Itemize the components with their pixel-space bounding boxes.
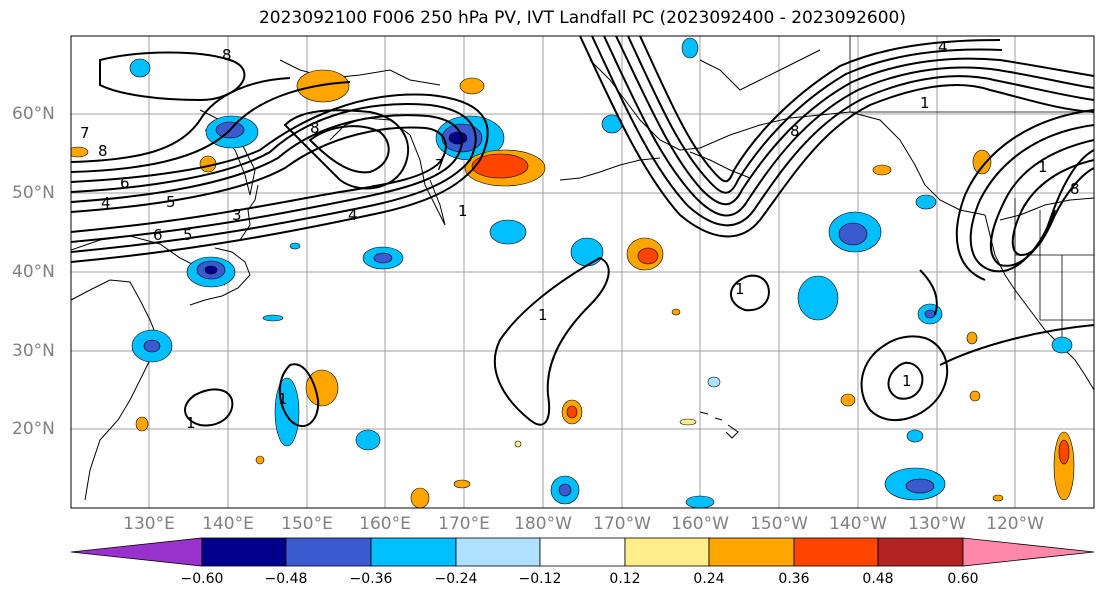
contour-label: 1: [902, 372, 912, 390]
colorbar-tick-label: −0.48: [264, 571, 308, 587]
contour-label: 1: [186, 414, 196, 432]
lon-label: 160°E: [359, 514, 411, 534]
lon-label: 140°E: [202, 514, 254, 534]
contour-label: 4: [348, 206, 358, 224]
lon-label: 170°W: [593, 514, 651, 534]
colorbar-tick-label: −0.24: [434, 571, 478, 587]
lat-label: 20°N: [12, 419, 55, 439]
lon-label: 160°W: [671, 514, 729, 534]
contour-label: 6: [153, 226, 163, 244]
lon-label: 170°E: [438, 514, 490, 534]
contour-label: 4: [938, 38, 948, 56]
colorbar-segment: [793, 537, 879, 567]
lon-label: 150°W: [750, 514, 808, 534]
negative-shading: [129, 37, 1073, 508]
lon-label: 140°W: [829, 514, 887, 534]
colorbar-tick-label: 0.48: [862, 571, 894, 587]
contour-label: 8: [790, 122, 800, 140]
colorbar-tick-label: −0.36: [349, 571, 393, 587]
contour-labels: 4 4 4 5 5 6 6 7 7 8 8 8 8 8 1 1 1 1 1 1 …: [80, 38, 1080, 432]
colorbar-tick-label: 0.60: [947, 571, 979, 587]
colorbar-segment: [455, 537, 541, 567]
lat-label: 30°N: [12, 341, 55, 361]
lon-label: 130°W: [908, 514, 966, 534]
colorbar-segment: [877, 537, 964, 567]
contour-label: 5: [166, 193, 176, 211]
lat-label: 60°N: [12, 104, 55, 124]
contour-label: 5: [183, 226, 193, 244]
contour-label: 8: [98, 142, 108, 160]
contour-label: 1: [538, 306, 548, 324]
lat-label: 50°N: [12, 183, 55, 203]
colorbar-tick-label: −0.12: [518, 571, 562, 587]
contour-label: 6: [120, 174, 130, 192]
colorbar-segment: [708, 537, 795, 567]
colorbar-extend-low: [70, 537, 203, 567]
contour-label: 3: [232, 206, 242, 224]
contour-label: 1: [920, 94, 930, 112]
contour-label: 1: [278, 390, 288, 408]
colorbar-tick-label: 0.12: [609, 571, 641, 587]
colorbar-segment: [201, 537, 287, 567]
colorbar-extend-high: [962, 537, 1095, 567]
contour-label: 8: [1070, 180, 1080, 198]
lat-label: 40°N: [12, 262, 55, 282]
borders: [849, 36, 1094, 340]
gridlines: [71, 36, 1094, 508]
contour-label: 1: [1038, 158, 1048, 176]
contour-label: 1: [458, 202, 468, 220]
contour-label: 8: [310, 119, 320, 137]
colorbar: [70, 537, 1095, 567]
colorbar-segment: [624, 537, 710, 567]
colorbar-segment: [539, 537, 626, 567]
contour-label: 1: [735, 280, 745, 298]
map-panel: 4 4 4 5 5 6 6 7 7 8 8 8 8 8 1 1 1 1 1 1 …: [71, 36, 1094, 508]
map-frame: [70, 35, 1095, 509]
colorbar-tick-label: 0.36: [778, 571, 810, 587]
contour-label: 4: [101, 194, 111, 212]
map-title: 2023092100 F006 250 hPa PV, IVT Landfall…: [258, 8, 906, 28]
lon-label: 180°W: [514, 514, 572, 534]
colorbar-segment: [370, 537, 457, 567]
pv-contours: [71, 36, 1094, 428]
colorbar-segment: [285, 537, 372, 567]
contour-label: 7: [80, 124, 90, 142]
lon-label: 120°W: [986, 514, 1044, 534]
positive-shading: [71, 69, 1075, 508]
colorbar-tick-label: 0.24: [693, 571, 725, 587]
contour-label: 8: [222, 46, 232, 64]
contour-label: 7: [435, 156, 445, 174]
lon-label: 150°E: [281, 514, 333, 534]
lon-label: 130°E: [123, 514, 175, 534]
colorbar-tick-label: −0.60: [180, 571, 224, 587]
